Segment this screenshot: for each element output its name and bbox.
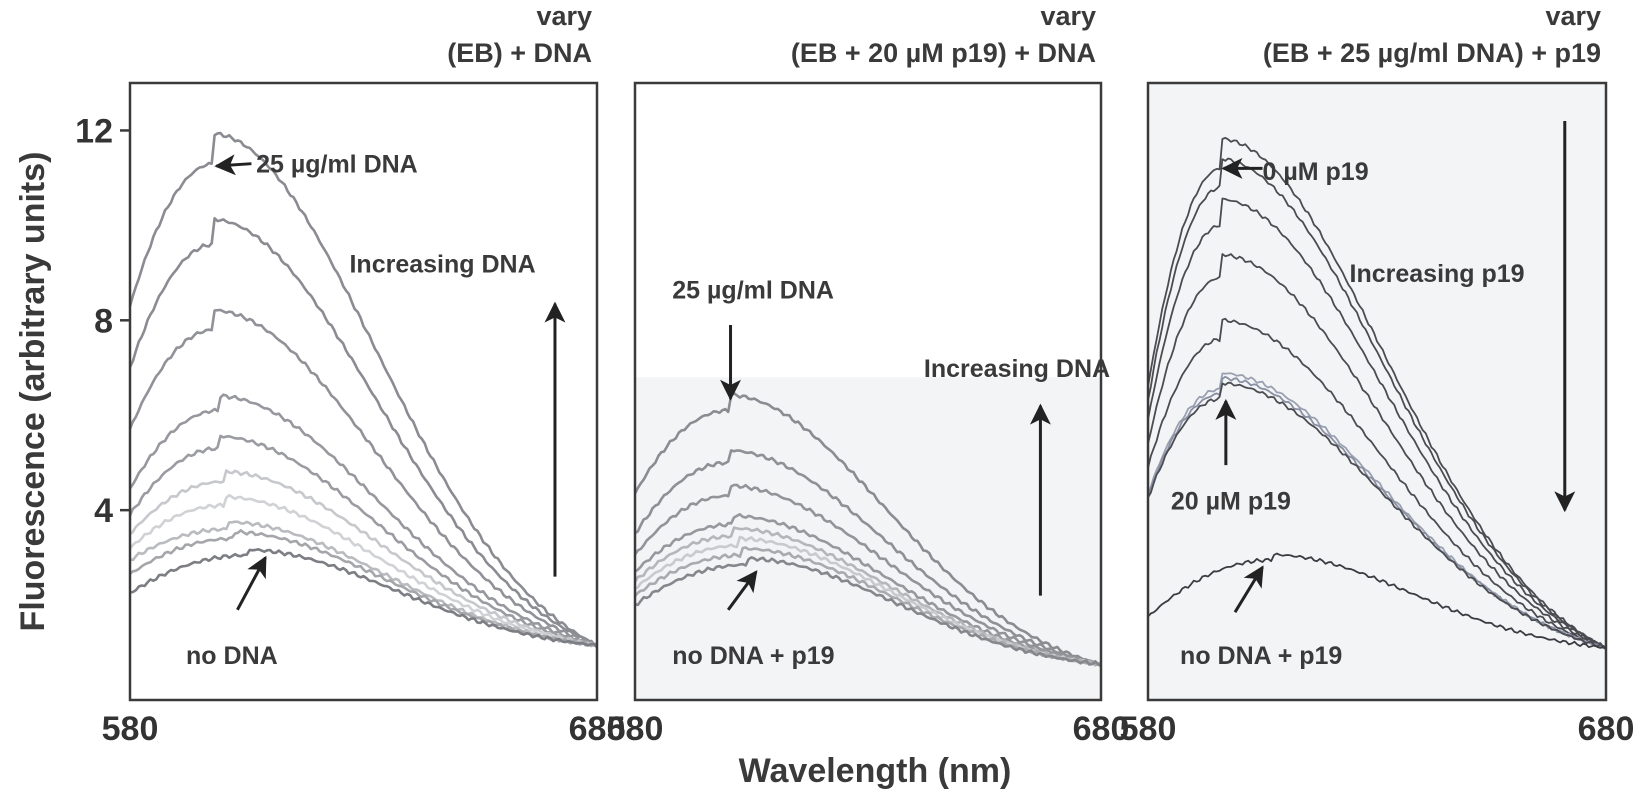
annotation-label: 25 µg/ml DNA — [256, 151, 418, 179]
x-tick-label: 680 — [1578, 710, 1635, 748]
series-line-3 — [128, 308, 598, 647]
series-line-5 — [128, 434, 598, 648]
series-line-1 — [633, 391, 1102, 666]
panel-title-line-2: (EB + 20 µM p19) + DNA — [791, 38, 1096, 68]
chart-panel-middle: vary (EB + 20 µM p19) + DNA 580 680 25 µg/ml… — [607, 1, 1130, 748]
panel-title-line-2: (EB + 25 µg/ml DNA) + p19 — [1263, 38, 1601, 68]
series-line-8 — [634, 556, 1102, 668]
x-tick-label: 680 — [1073, 710, 1130, 748]
x-tick-label: 580 — [1120, 710, 1177, 748]
series-line-5 — [1147, 317, 1607, 649]
plot-frame — [128, 81, 599, 702]
panel-title-line-1: vary — [1545, 1, 1601, 31]
y-tick-label: 4 — [94, 492, 113, 530]
annotation-label: no DNA — [186, 642, 278, 670]
annotation-label: 20 µM p19 — [1171, 488, 1291, 516]
annotation-arrow — [726, 570, 758, 611]
series-line-8 — [129, 520, 598, 649]
annotation-arrow — [214, 154, 252, 176]
x-axis-title: Wavelength (nm) — [739, 752, 1012, 790]
y-axis-title: Fluorescence (arbitrary units) — [14, 152, 52, 632]
x-tick-label: 580 — [607, 710, 664, 748]
y-tick-label: 8 — [94, 302, 113, 340]
y-tick-label: 12 — [75, 112, 113, 150]
series-line-2 — [634, 449, 1102, 668]
series-line-3 — [1147, 197, 1607, 649]
annotation-label: no DNA + p19 — [672, 642, 834, 670]
annotation-arrow — [1233, 565, 1264, 613]
x-tick-label: 680 — [569, 710, 626, 748]
series-line-7 — [128, 493, 598, 648]
chart-panel-right: vary (EB + 25 µg/ml DNA) + p19 580 680 0 µM … — [1120, 1, 1635, 748]
panel-title-line-1: vary — [536, 1, 592, 31]
plot-frame — [633, 81, 1103, 702]
series-line-8 — [1147, 381, 1607, 651]
series-line-1 — [1147, 136, 1607, 648]
panel-title-line-1: vary — [1040, 1, 1096, 31]
series-line-4 — [634, 512, 1102, 667]
panel-title-line-2: (EB) + DNA — [447, 38, 592, 68]
series-line-5 — [633, 526, 1102, 667]
annotation-label: Increasing DNA — [924, 355, 1110, 383]
annotation-label: 0 µM p19 — [1263, 158, 1369, 186]
series-line-4 — [1147, 253, 1607, 650]
annotation-arrow — [236, 555, 267, 611]
annotation-label: Increasing DNA — [349, 250, 535, 278]
series-line-3 — [633, 483, 1102, 666]
annotation-label: 25 µg/ml DNA — [672, 276, 834, 304]
series-line-2 — [128, 217, 598, 649]
series-line-9 — [1147, 552, 1606, 649]
annotation-label: no DNA + p19 — [1180, 642, 1342, 670]
plot-background — [1148, 83, 1606, 700]
series-line-1 — [128, 131, 598, 646]
series-line-9 — [129, 529, 597, 647]
series-line-10 — [129, 547, 598, 648]
series-line-6 — [129, 469, 598, 648]
series-line-4 — [128, 393, 598, 648]
chart-panel-left: vary (EB) + DNA 580 680 4 8 12 Fluorescence (ar… — [14, 1, 625, 748]
annotation-label: Increasing p19 — [1350, 260, 1525, 288]
plot-frame — [1146, 81, 1608, 702]
x-tick-label: 580 — [102, 710, 159, 748]
